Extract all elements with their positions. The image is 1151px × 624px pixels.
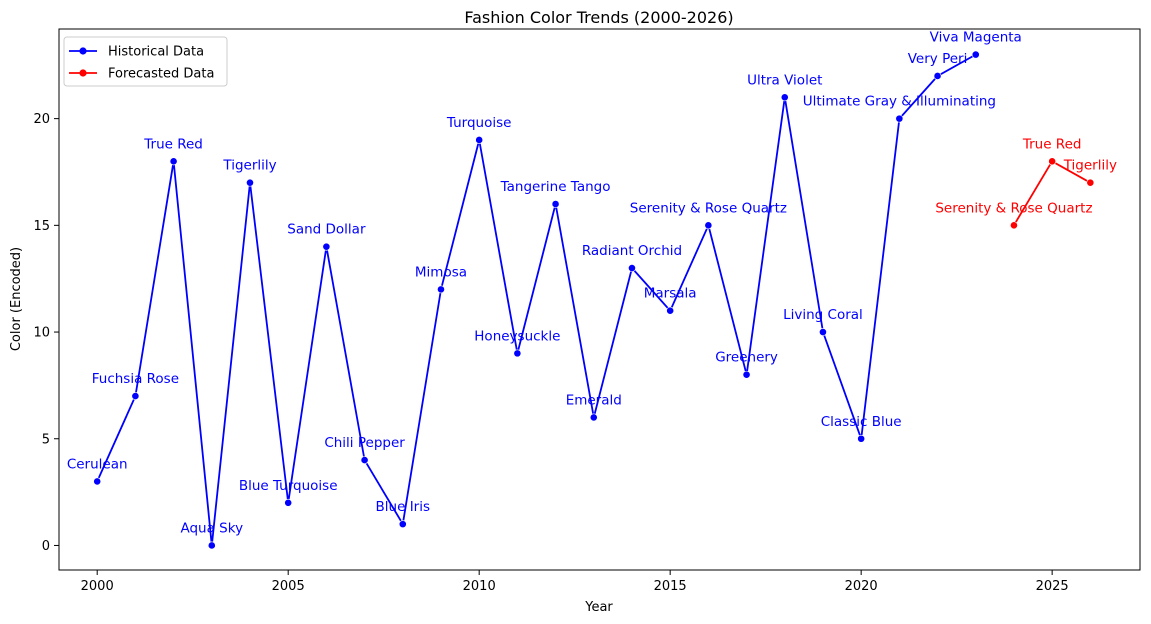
data-point: [704, 221, 713, 230]
data-point: [169, 157, 178, 166]
legend-entry: Forecasted Data: [108, 67, 214, 82]
x-tick-label: 2005: [272, 579, 305, 594]
point-label: True Red: [143, 136, 203, 152]
point-label: Ultimate Gray & Illuminating: [803, 94, 996, 110]
y-axis-label: Color (Encoded): [9, 247, 24, 351]
point-label: Very Peri: [908, 51, 968, 67]
data-point: [895, 114, 904, 123]
x-tick-label: 2010: [463, 579, 496, 594]
point-label: Fuchsia Rose: [92, 371, 179, 387]
data-point: [246, 178, 254, 187]
data-point: [131, 392, 140, 400]
data-point: [322, 242, 331, 251]
data-point: [437, 285, 445, 294]
y-tick-label: 15: [33, 219, 50, 234]
data-point: [857, 434, 866, 443]
point-label: Chili Pepper: [324, 435, 405, 451]
point-label: Classic Blue: [821, 414, 902, 430]
x-tick-label: 2020: [845, 579, 878, 594]
plot-frame: [58, 28, 1141, 571]
data-point: [1086, 178, 1095, 187]
data-point: [398, 520, 407, 529]
series-line-0: [96, 53, 977, 546]
data-point: [93, 477, 102, 486]
legend-box: [63, 36, 228, 87]
legend-marker: [79, 47, 87, 55]
data-point: [551, 200, 560, 208]
x-tick-label: 2025: [1036, 579, 1069, 594]
point-label: Serenity & Rose Quartz: [630, 200, 787, 216]
legend-entry: Historical Data: [108, 45, 204, 60]
axes: 2000 2005 2010 2015 2020 2025 0 5 10 15 20: [33, 112, 1068, 594]
data-point: [589, 413, 598, 422]
point-label: Mimosa: [415, 264, 467, 280]
data-point: [1048, 157, 1057, 166]
y-tick-label: 20: [33, 112, 50, 127]
point-label: True Red: [1022, 136, 1082, 152]
data-point: [780, 93, 789, 102]
y-tick-label: 5: [42, 432, 50, 447]
x-tick-label: 2015: [654, 579, 687, 594]
x-tick-label: 2000: [81, 579, 114, 594]
chart-title: Fashion Color Trends (2000-2026): [464, 8, 733, 27]
x-axis-label: Year: [584, 600, 613, 615]
data-point: [971, 50, 980, 59]
data-point: [475, 136, 484, 144]
plot-area: Cerulean Fuchsia Rose True Red Aqua Sky Tige…: [67, 30, 1117, 550]
point-label: Turquoise: [446, 115, 512, 131]
point-label: Sand Dollar: [287, 222, 366, 238]
point-label: Tigerlily: [1063, 158, 1117, 174]
point-label: Ultra Violet: [747, 72, 822, 88]
data-point: [207, 541, 216, 550]
data-point: [513, 349, 522, 358]
data-point: [933, 72, 942, 80]
y-tick-label: 0: [42, 539, 50, 554]
data-point: [1010, 221, 1018, 230]
point-label: Viva Magenta: [930, 30, 1022, 46]
data-point: [666, 306, 675, 315]
point-label: Cerulean: [67, 456, 128, 472]
data-point: [819, 328, 827, 336]
point-label: Blue Turquoise: [239, 478, 338, 494]
legend-marker: [79, 69, 87, 77]
point-label: Living Coral: [783, 307, 863, 323]
data-point: [628, 264, 636, 272]
point-label: Emerald: [566, 392, 622, 408]
point-label: Blue Iris: [376, 499, 430, 515]
data-point: [742, 370, 751, 379]
data-point: [284, 498, 293, 507]
point-label: Marsala: [644, 286, 697, 302]
point-label: Greenery: [715, 350, 778, 366]
legend: Historical Data Forecasted Data: [63, 36, 228, 87]
y-tick-label: 10: [33, 326, 50, 341]
point-label: Serenity & Rose Quartz: [935, 200, 1092, 216]
point-label: Honeysuckle: [474, 328, 560, 344]
point-label: Aqua Sky: [180, 520, 243, 536]
point-label: Radiant Orchid: [582, 243, 682, 259]
point-label: Tangerine Tango: [500, 179, 611, 195]
data-point: [360, 456, 369, 464]
point-label: Tigerlily: [222, 158, 276, 174]
